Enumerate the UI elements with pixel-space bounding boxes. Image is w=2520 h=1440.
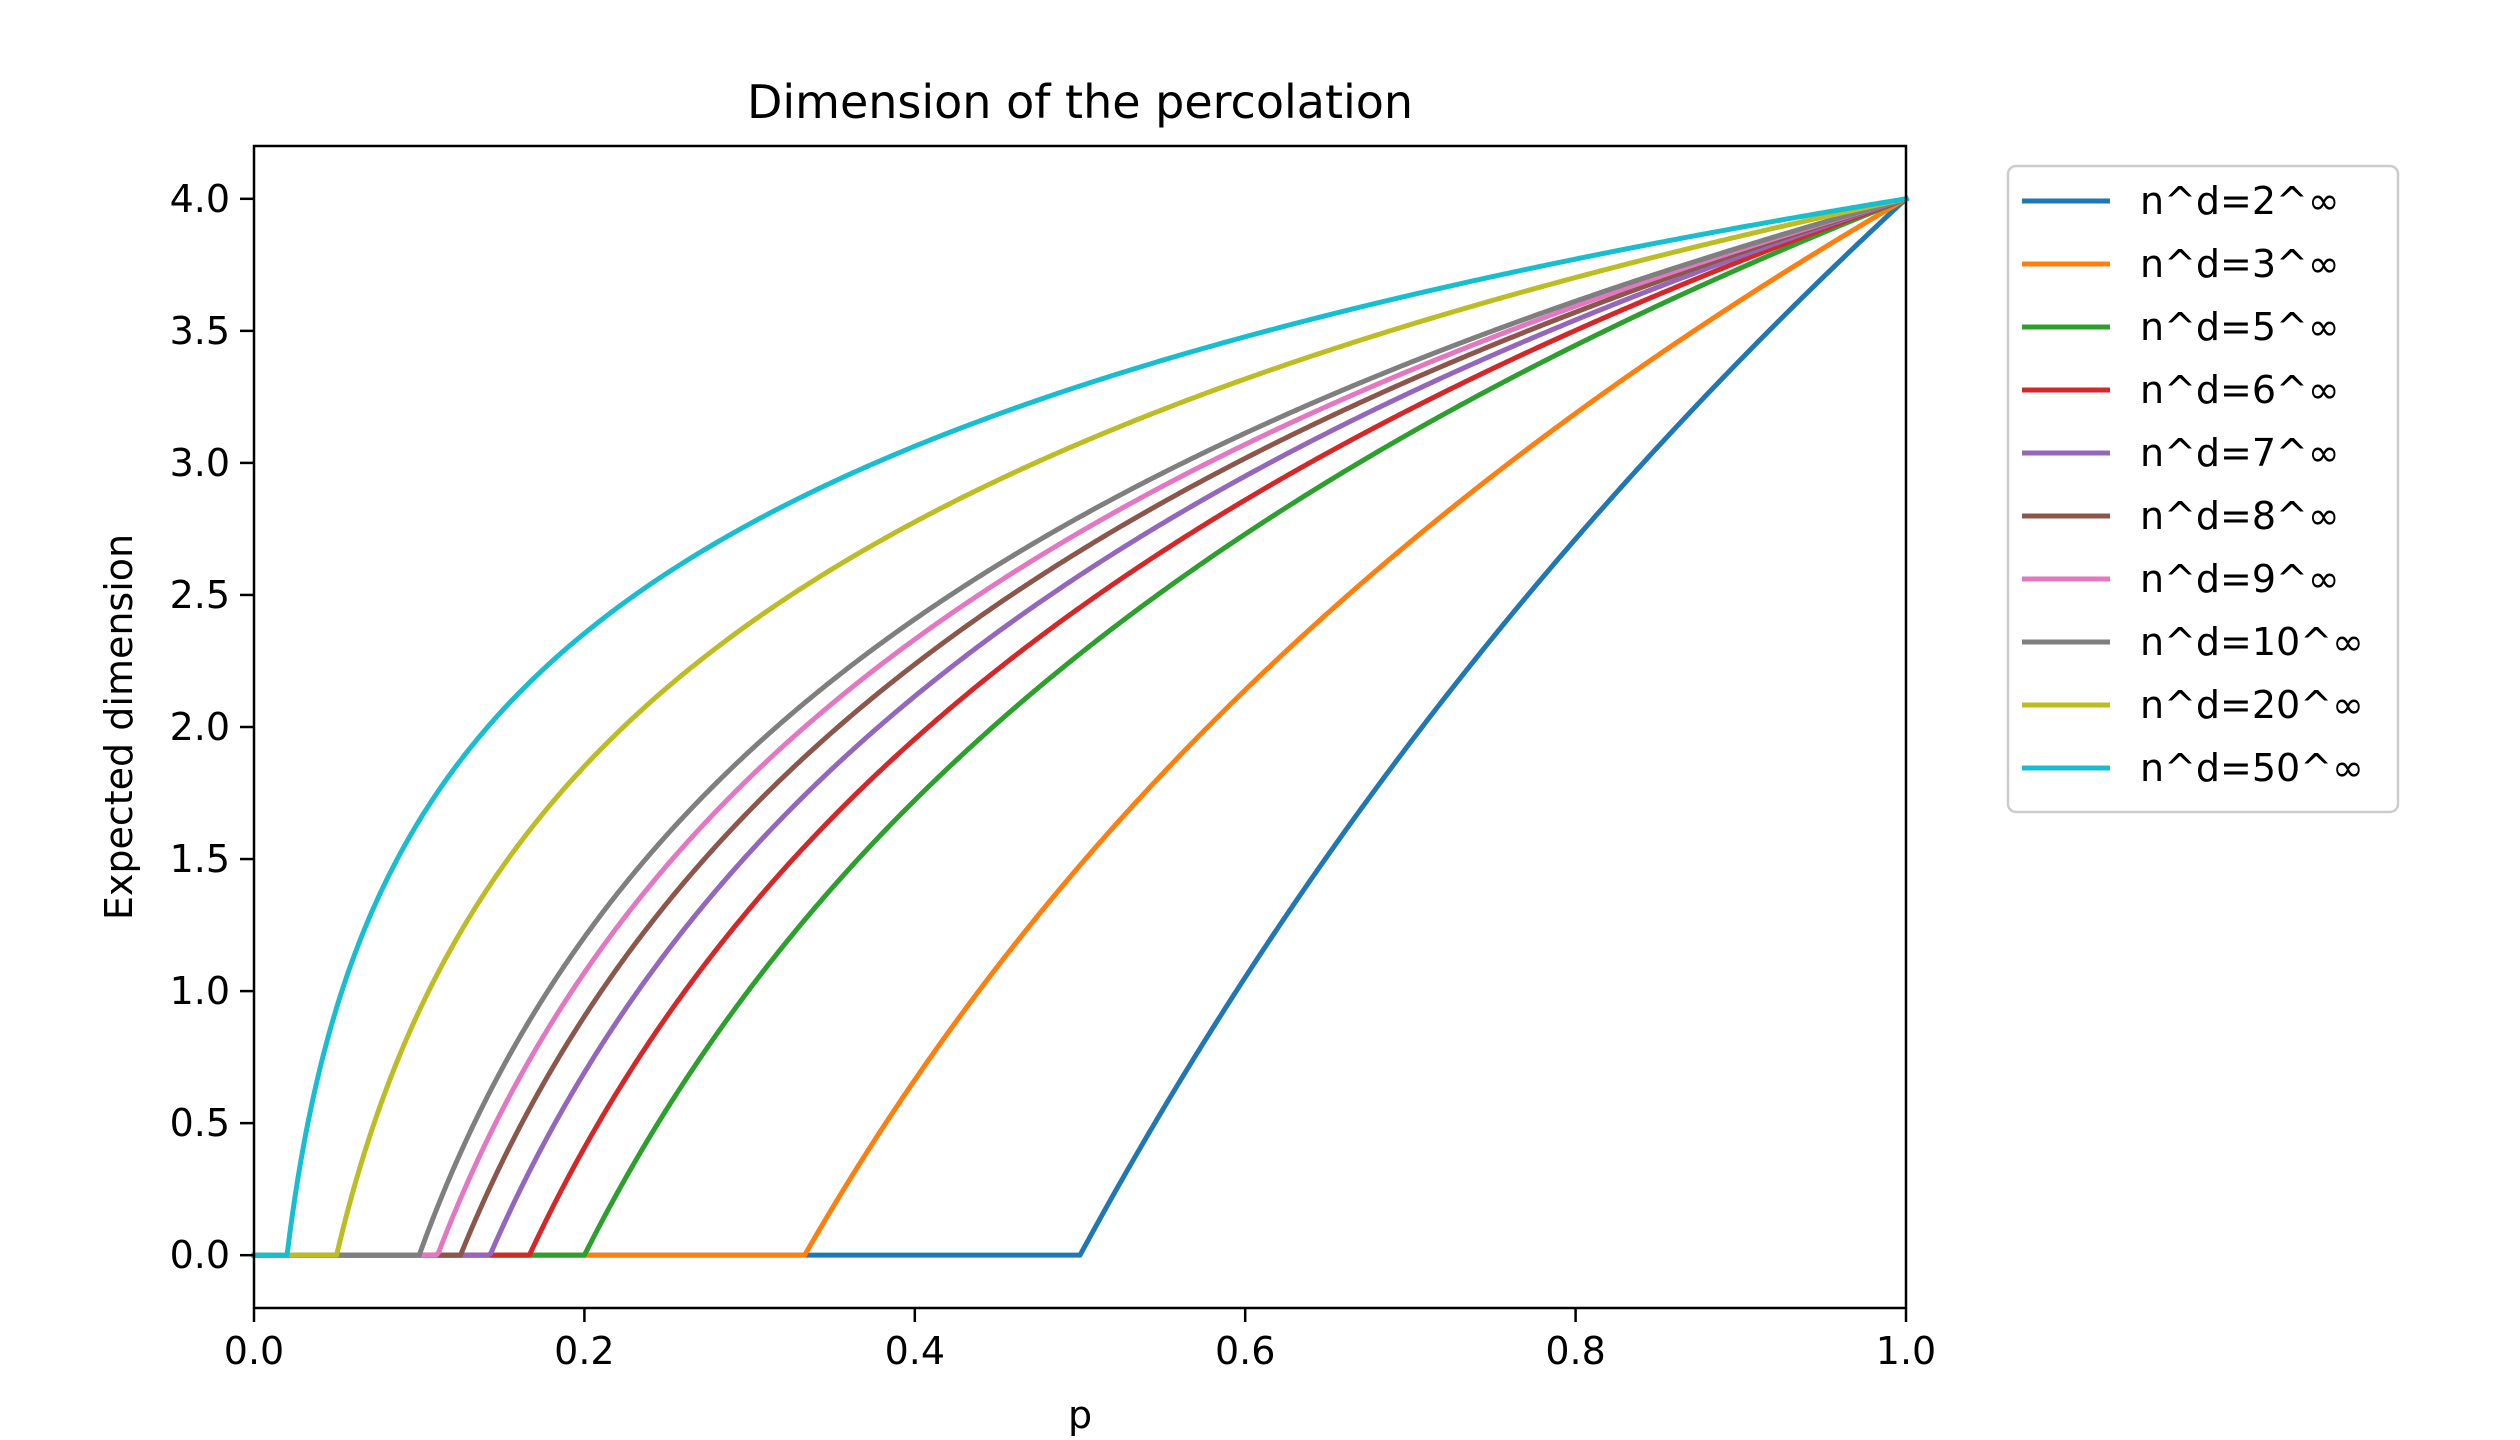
- chart-title: Dimension of the percolation: [747, 75, 1413, 129]
- x-tick-label: 1.0: [1876, 1329, 1936, 1373]
- y-axis-ticks: 0.0 0.5 1.0 1.5 2.0 2.5 3.0 3.5 4.0: [170, 177, 254, 1277]
- x-axis-label: p: [1068, 1393, 1092, 1437]
- y-tick-label: 1.0: [170, 969, 230, 1013]
- y-tick-label: 0.0: [170, 1233, 230, 1277]
- legend-item: n^d=7^∞: [2022, 431, 2340, 475]
- plot-frame: [252, 144, 1908, 1310]
- legend-item: n^d=9^∞: [2022, 557, 2340, 601]
- y-tick-label: 2.5: [170, 573, 230, 617]
- legend-label: n^d=50^∞: [2140, 746, 2364, 790]
- series-line-50: [251, 195, 1909, 1258]
- legend-label: n^d=10^∞: [2140, 620, 2364, 664]
- series-line-3: [251, 195, 1910, 1258]
- legend-label: n^d=2^∞: [2140, 179, 2340, 223]
- legend-item: n^d=3^∞: [2022, 242, 2340, 286]
- y-axis-label: Expected dimension: [97, 534, 141, 920]
- series-layer: [251, 195, 1910, 1258]
- y-tick-label: 4.0: [170, 177, 230, 221]
- legend-item: n^d=8^∞: [2022, 494, 2340, 538]
- legend-item: n^d=50^∞: [2022, 746, 2364, 790]
- x-tick-label: 0.0: [224, 1329, 284, 1373]
- legend-item: n^d=10^∞: [2022, 620, 2364, 664]
- series-line-8: [251, 195, 1910, 1258]
- y-tick-label: 3.0: [170, 441, 230, 485]
- legend-label: n^d=6^∞: [2140, 368, 2340, 412]
- series-line-9: [251, 195, 1910, 1258]
- x-axis-ticks: 0.0 0.2 0.4 0.6 0.8 1.0: [224, 1308, 1936, 1373]
- x-tick-label: 0.4: [885, 1329, 945, 1373]
- legend-label: n^d=8^∞: [2140, 494, 2340, 538]
- y-tick-label: 3.5: [170, 309, 230, 353]
- legend: n^d=2^∞ n^d=3^∞ n^d=5^∞ n^d=6^∞ n^d=7^∞ n^d=8…: [2006, 164, 2400, 814]
- legend-label: n^d=9^∞: [2140, 557, 2340, 601]
- legend-item: n^d=20^∞: [2022, 683, 2364, 727]
- series-line-10: [251, 195, 1910, 1258]
- y-tick-label: 1.5: [170, 837, 230, 881]
- y-tick-label: 0.5: [170, 1101, 230, 1145]
- legend-item: n^d=6^∞: [2022, 368, 2340, 412]
- series-line-6: [251, 195, 1910, 1258]
- legend-label: n^d=20^∞: [2140, 683, 2364, 727]
- y-tick-label: 2.0: [170, 705, 230, 749]
- x-tick-label: 0.6: [1215, 1329, 1275, 1373]
- legend-item: n^d=5^∞: [2022, 305, 2340, 349]
- legend-label: n^d=7^∞: [2140, 431, 2340, 475]
- legend-label: n^d=3^∞: [2140, 242, 2340, 286]
- legend-label: n^d=5^∞: [2140, 305, 2340, 349]
- legend-item: n^d=2^∞: [2022, 179, 2340, 223]
- x-tick-label: 0.2: [554, 1329, 614, 1373]
- legend-items: n^d=2^∞ n^d=3^∞ n^d=5^∞ n^d=6^∞ n^d=7^∞ n^d=8…: [2022, 179, 2364, 790]
- x-tick-label: 0.8: [1545, 1329, 1605, 1373]
- series-line-7: [251, 195, 1910, 1258]
- series-line-20: [251, 195, 1909, 1258]
